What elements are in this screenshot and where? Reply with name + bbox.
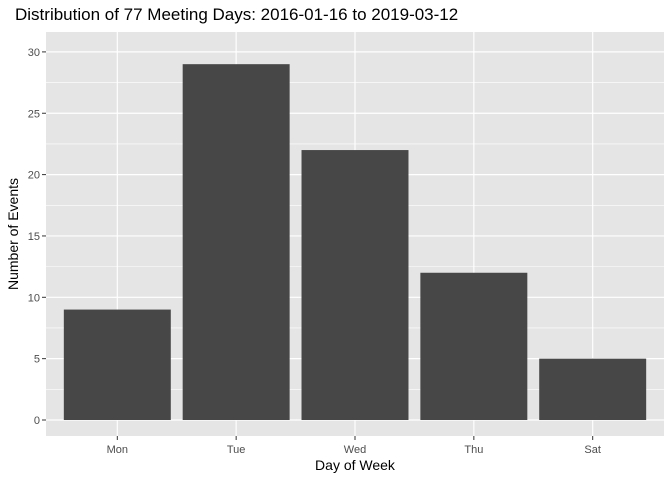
bar-mon [63, 309, 171, 420]
x-tick-label: Mon [107, 444, 128, 456]
bar-sat [539, 358, 647, 420]
bars [63, 64, 647, 421]
y-axis: 0 5 10 15 20 25 30 [28, 47, 46, 427]
y-tick-label: 30 [28, 47, 40, 59]
y-axis-title: Number of Events [5, 178, 21, 290]
y-tick-label: 5 [34, 354, 40, 366]
x-tick-label: Thu [464, 444, 483, 456]
y-tick-label: 20 [28, 170, 40, 182]
y-tick-label: 25 [28, 108, 40, 120]
x-tick-label: Tue [227, 444, 246, 456]
y-tick-label: 15 [28, 231, 40, 243]
bar-thu [420, 272, 528, 420]
y-tick-label: 0 [34, 415, 40, 427]
x-tick-label: Wed [344, 444, 366, 456]
x-axis: Mon Tue Wed Thu Sat [107, 436, 601, 456]
x-tick-label: Sat [584, 444, 601, 456]
chart-title: Distribution of 77 Meeting Days: 2016-01… [15, 5, 458, 24]
bar-tue [182, 64, 290, 421]
x-axis-title: Day of Week [315, 457, 396, 473]
bar-wed [301, 150, 409, 420]
y-tick-label: 10 [28, 292, 40, 304]
